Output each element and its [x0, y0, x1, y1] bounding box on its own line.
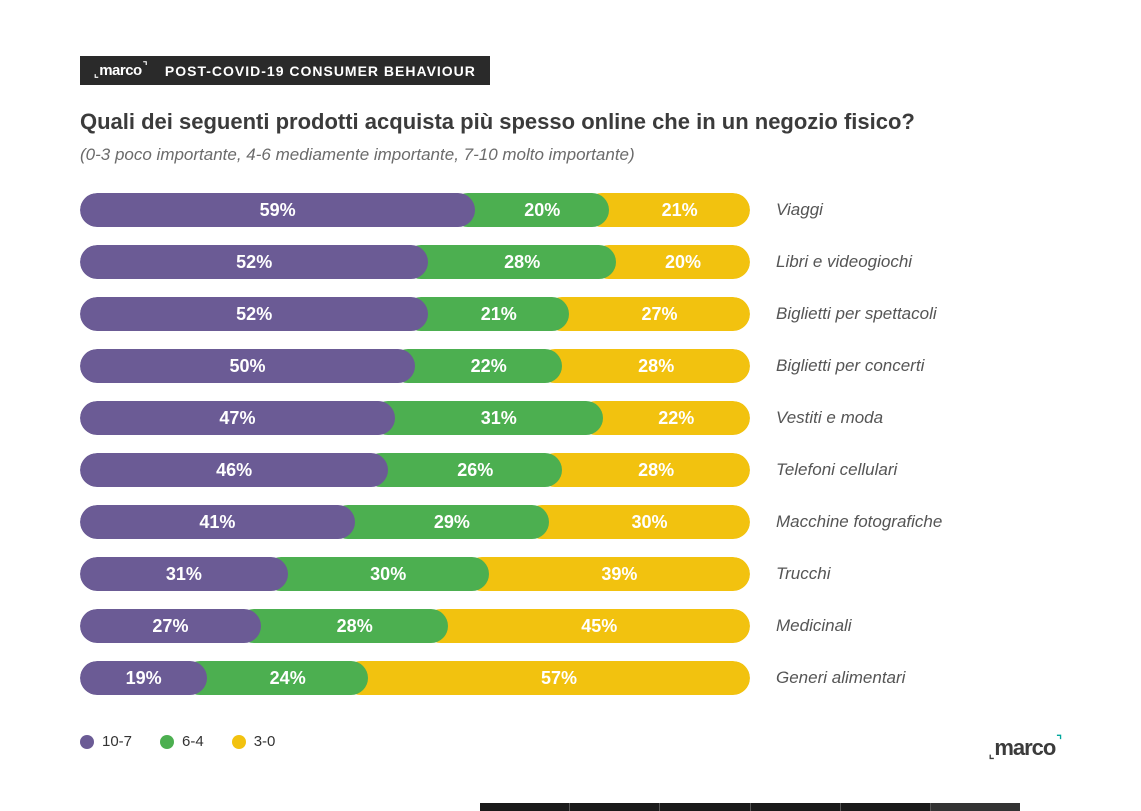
bar-segment-high: 27% [80, 609, 261, 643]
bar-segment-medium: 21% [404, 297, 569, 331]
bar-segment-high: 52% [80, 297, 428, 331]
bar-segment-high: 50% [80, 349, 415, 383]
chart-row: 31%30%39% Trucchi [80, 557, 1061, 591]
category-label: Vestiti e moda [776, 408, 883, 428]
stacked-bar: 19%24%57% [80, 661, 750, 695]
question-title: Quali dei seguenti prodotti acquista più… [80, 109, 1061, 135]
bar-segment-low: 27% [545, 297, 750, 331]
category-label: Generi alimentari [776, 668, 905, 688]
legend-label: 10-7 [102, 733, 132, 750]
legend-dot-icon [160, 735, 174, 749]
bar-segment-high: 31% [80, 557, 288, 591]
stacked-bar: 52%28%20% [80, 245, 750, 279]
category-label: Telefoni cellulari [776, 460, 897, 480]
chart-row: 19%24%57% Generi alimentari [80, 661, 1061, 695]
bar-segment-medium: 24% [183, 661, 368, 695]
bar-segment-low: 28% [538, 453, 750, 487]
bar-segment-low: 45% [424, 609, 750, 643]
bar-segment-medium: 31% [371, 401, 603, 435]
bar-segment-medium: 29% [331, 505, 549, 539]
stacked-bar: 27%28%45% [80, 609, 750, 643]
bar-segment-high: 19% [80, 661, 207, 695]
stacked-bar: 46%26%28% [80, 453, 750, 487]
bar-segment-high: 52% [80, 245, 428, 279]
stacked-bar-chart: 59%20%21% Viaggi 52%28%20% Libri e videogio… [80, 193, 1061, 695]
bar-segment-high: 47% [80, 401, 395, 435]
bar-segment-low: 28% [538, 349, 750, 383]
legend-item-low: 3-0 [232, 733, 276, 750]
category-label: Trucchi [776, 564, 830, 584]
bar-segment-medium: 30% [264, 557, 489, 591]
bar-segment-high: 46% [80, 453, 388, 487]
footer-brand-text: marco [994, 735, 1055, 761]
bar-segment-medium: 28% [237, 609, 449, 643]
chart-row: 47%31%22% Vestiti e moda [80, 401, 1061, 435]
category-label: Libri e videogiochi [776, 252, 912, 272]
bar-segment-medium: 28% [404, 245, 616, 279]
legend-dot-icon [80, 735, 94, 749]
footer-brand-logo: ⌞ marco ⌝ [989, 735, 1061, 761]
brand-text: marco [99, 62, 142, 79]
bar-segment-low: 22% [579, 401, 750, 435]
chart-row: 59%20%21% Viaggi [80, 193, 1061, 227]
header-title: POST-COVID-19 CONSUMER BEHAVIOUR [165, 63, 476, 79]
stacked-bar: 41%29%30% [80, 505, 750, 539]
stacked-bar: 59%20%21% [80, 193, 750, 227]
chart-row: 41%29%30% Macchine fotografiche [80, 505, 1061, 539]
legend-label: 6-4 [182, 733, 204, 750]
legend-item-high: 10-7 [80, 733, 132, 750]
logo-mark-left-icon: ⌞ [989, 747, 994, 761]
stacked-bar: 47%31%22% [80, 401, 750, 435]
bar-segment-low: 30% [525, 505, 750, 539]
chart-row: 52%21%27% Biglietti per spettacoli [80, 297, 1061, 331]
bar-segment-low: 57% [344, 661, 750, 695]
footer-decorative-bar [480, 803, 1020, 811]
bar-segment-low: 21% [585, 193, 750, 227]
chart-row: 52%28%20% Libri e videogiochi [80, 245, 1061, 279]
category-label: Viaggi [776, 200, 823, 220]
stacked-bar: 31%30%39% [80, 557, 750, 591]
legend-label: 3-0 [254, 733, 276, 750]
logo-mark-right-icon: ⌝ [1056, 733, 1061, 747]
bar-segment-high: 59% [80, 193, 475, 227]
bar-segment-low: 39% [465, 557, 750, 591]
header-badge: ⌞ marco ⌝ POST-COVID-19 CONSUMER BEHAVIO… [80, 56, 490, 85]
chart-row: 46%26%28% Telefoni cellulari [80, 453, 1061, 487]
bar-segment-medium: 22% [391, 349, 562, 383]
bar-segment-high: 41% [80, 505, 355, 539]
logo-mark-right-icon: ⌝ [143, 61, 147, 72]
bar-segment-medium: 26% [364, 453, 562, 487]
chart-row: 27%28%45% Medicinali [80, 609, 1061, 643]
legend-dot-icon [232, 735, 246, 749]
category-label: Biglietti per spettacoli [776, 304, 937, 324]
brand-logo: ⌞ marco ⌝ [94, 62, 147, 79]
category-label: Macchine fotografiche [776, 512, 942, 532]
legend-item-medium: 6-4 [160, 733, 204, 750]
category-label: Medicinali [776, 616, 852, 636]
logo-mark-left-icon: ⌞ [94, 69, 98, 80]
question-subtitle: (0-3 poco importante, 4-6 mediamente imp… [80, 145, 1061, 165]
stacked-bar: 50%22%28% [80, 349, 750, 383]
category-label: Biglietti per concerti [776, 356, 924, 376]
chart-row: 50%22%28% Biglietti per concerti [80, 349, 1061, 383]
stacked-bar: 52%21%27% [80, 297, 750, 331]
legend: 10-7 6-4 3-0 [80, 733, 1061, 750]
